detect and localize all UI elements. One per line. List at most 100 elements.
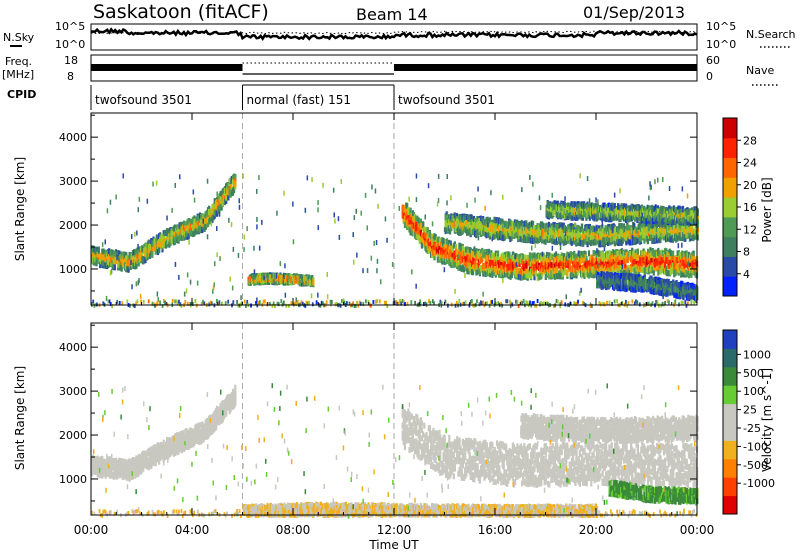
scatter-cell	[466, 260, 469, 267]
scatter-cell	[512, 264, 516, 271]
scatter-cell	[591, 266, 594, 273]
scatter-cell	[553, 257, 556, 264]
scatter-cell	[419, 223, 422, 229]
scatter-cell	[644, 255, 647, 262]
scatter-cell	[518, 267, 521, 274]
scatter-cell	[632, 250, 635, 257]
scatter-cell	[554, 235, 557, 242]
scatter-cell	[589, 256, 592, 263]
scatter-cell	[547, 221, 551, 228]
scatter-cell	[589, 267, 592, 274]
scatter-cell	[131, 258, 135, 265]
scatter-cell	[409, 218, 412, 225]
scatter-cell	[285, 277, 288, 283]
scatter-cell	[201, 227, 204, 234]
scatter-cell	[628, 251, 631, 258]
scatter-cell	[248, 277, 251, 284]
scatter-cell	[650, 257, 653, 264]
scatter-cell	[503, 271, 506, 278]
scatter-cell	[499, 223, 502, 230]
scatter-cell	[451, 245, 454, 252]
scatter-cell	[531, 252, 534, 259]
scatter-cell	[474, 231, 477, 237]
scatter-cell	[603, 227, 606, 234]
scatter-cell	[428, 236, 431, 243]
scatter-cell	[550, 254, 553, 261]
scatter-cell	[491, 259, 494, 266]
scatter-cell	[459, 265, 462, 272]
scatter-cell	[606, 268, 609, 275]
scatter-cell	[595, 233, 598, 240]
scatter-cell	[520, 219, 523, 226]
scatter-cell	[269, 274, 272, 281]
scatter-cell	[602, 230, 605, 237]
scatter-cell	[542, 232, 545, 239]
scatter-cell	[570, 232, 573, 239]
scatter-cell	[559, 273, 562, 280]
scatter-cell	[570, 223, 573, 230]
scatter-cell	[489, 229, 493, 236]
nsearch-trace	[90, 30, 698, 35]
scatter-cell	[676, 257, 679, 264]
scatter-cell	[509, 260, 512, 267]
scatter-cell	[641, 254, 644, 261]
scatter-cell	[474, 217, 477, 224]
scatter-cell	[497, 264, 500, 271]
scatter-cell	[566, 251, 569, 258]
scatter-cell	[536, 223, 539, 229]
scatter-cell	[528, 264, 531, 271]
scatter-cell	[501, 252, 504, 259]
scatter-cell	[566, 231, 569, 238]
scatter-cell	[469, 259, 472, 266]
scatter-cell	[495, 231, 498, 238]
nsearch-label: N.Search	[746, 28, 796, 41]
scatter-cell	[503, 261, 506, 268]
scatter-cell	[405, 208, 408, 215]
scatter-cell	[682, 271, 685, 278]
scatter-cell	[162, 235, 165, 242]
scatter-cell	[547, 269, 550, 276]
scatter-cell	[195, 228, 198, 235]
scatter-cell	[167, 241, 170, 248]
scatter-cell	[589, 234, 593, 241]
scatter-cell	[208, 205, 211, 212]
scatter-cell	[196, 215, 199, 222]
scatter-cell	[693, 264, 696, 270]
scatter-cell	[504, 220, 507, 227]
scatter-cell	[586, 235, 589, 242]
scatter-cell	[532, 264, 535, 271]
scatter-cell	[618, 265, 621, 272]
scatter-cell	[500, 256, 503, 262]
scatter-cell	[101, 261, 104, 268]
scatter-cell	[221, 200, 224, 207]
scatter-cell	[632, 265, 635, 272]
scatter-cell	[545, 251, 549, 258]
scatter-cell	[133, 253, 136, 260]
scatter-cell	[113, 261, 116, 267]
scatter-cell	[509, 264, 512, 271]
scatter-cell	[113, 254, 116, 261]
scatter-cell	[223, 187, 227, 194]
scatter-cell	[612, 267, 616, 274]
scatter-cell	[417, 234, 420, 241]
scatter-cell	[529, 237, 532, 244]
scatter-cell	[483, 219, 486, 226]
scatter-cell	[594, 271, 597, 278]
scatter-cell	[463, 226, 466, 233]
scatter-cell	[536, 227, 539, 234]
scatter-cell	[566, 259, 569, 266]
scatter-cell	[495, 217, 498, 224]
scatter-cell	[179, 229, 182, 236]
scatter-cell	[692, 253, 695, 260]
scatter-cell	[602, 262, 605, 268]
scatter-cell	[585, 266, 588, 273]
scatter-cell	[607, 253, 610, 260]
scatter-cell	[101, 254, 104, 260]
scatter-cell	[494, 266, 497, 273]
scatter-cell	[681, 271, 684, 277]
scatter-cell	[582, 255, 585, 262]
scatter-cell	[514, 272, 517, 279]
scatter-cell	[462, 266, 466, 273]
scatter-cell	[478, 250, 481, 257]
scatter-cell	[524, 234, 527, 241]
